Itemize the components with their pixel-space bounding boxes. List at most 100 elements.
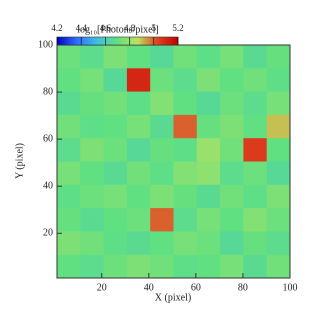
- heatmap-cell: [80, 208, 105, 232]
- heatmap-cell: [243, 45, 268, 69]
- x-tick-label: 100: [283, 282, 298, 293]
- heatmap-cell: [266, 114, 291, 139]
- heatmap-cell: [243, 161, 268, 186]
- heatmap-cell: [220, 208, 244, 232]
- heatmap-cell: [57, 184, 81, 209]
- heatmap-cell: [57, 68, 81, 93]
- heatmap-cell: [220, 91, 244, 116]
- heatmap-cell: [126, 68, 151, 93]
- heatmap-cell: [80, 161, 105, 186]
- heatmap-cell: [57, 161, 81, 186]
- heatmap-cell: [150, 68, 174, 93]
- heatmap-cell: [57, 254, 81, 279]
- heatmap-cell: [126, 161, 151, 186]
- heatmap-cell: [103, 138, 128, 162]
- heatmap-cell: [266, 45, 291, 69]
- heatmap-cell: [196, 254, 221, 279]
- colorbar-tick-label: 4.4: [76, 23, 88, 33]
- heatmap-cell: [150, 91, 174, 116]
- heatmap-cell: [103, 91, 128, 116]
- y-tick-label: 60: [43, 133, 53, 144]
- heatmap-cell: [196, 68, 221, 93]
- heatmap-cell: [196, 138, 221, 162]
- heatmap-cell: [220, 138, 244, 162]
- heatmap-cell: [173, 208, 198, 232]
- chart: log₁₀[Photons/pixel] X (pixel) Y (pixel)…: [14, 23, 298, 303]
- x-tick-label: 60: [191, 282, 201, 293]
- heatmap-cell: [126, 114, 151, 139]
- heatmap-cell: [220, 184, 244, 209]
- heatmap-cell: [243, 68, 268, 93]
- y-axis-label: Y (pixel): [14, 143, 25, 179]
- heatmap-cell: [103, 208, 128, 232]
- heatmap-cell: [103, 114, 128, 139]
- heatmap-cell: [266, 91, 291, 116]
- heatmap-cell: [80, 45, 105, 69]
- x-axis-label: X (pixel): [155, 292, 191, 303]
- heatmap-cell: [150, 114, 174, 139]
- heatmap-cell: [220, 114, 244, 139]
- heatmap-cell: [243, 138, 268, 162]
- heatmap-cell: [126, 184, 151, 209]
- heatmap-cell: [126, 138, 151, 162]
- heatmap-cell: [243, 114, 268, 139]
- heatmap-cell: [196, 161, 221, 186]
- heatmap-cell: [150, 184, 174, 209]
- heatmap-cell: [243, 91, 268, 116]
- colorbar-tick-label: 4.8: [124, 23, 136, 33]
- heatmap-cell: [243, 254, 268, 279]
- colorbar-tick-label: 5: [152, 23, 157, 33]
- heatmap-cell: [243, 208, 268, 232]
- heatmap-cell: [80, 68, 105, 93]
- heatmap-cell: [80, 184, 105, 209]
- colorbar-tick-label: 5.2: [172, 23, 183, 33]
- heatmap-cell: [126, 208, 151, 232]
- heatmap-cell: [243, 184, 268, 209]
- heatmap-cell: [173, 114, 198, 139]
- colorbar-tick-label: 4.6: [100, 23, 112, 33]
- heatmap-cell: [103, 45, 128, 69]
- heatmap-cell: [57, 231, 81, 256]
- heatmap-cell: [173, 45, 198, 69]
- heatmap-cell: [173, 161, 198, 186]
- heatmap-cell: [57, 114, 81, 139]
- colorbar: [56, 36, 179, 46]
- heatmap-cell: [266, 184, 291, 209]
- heatmap-cell: [80, 138, 105, 162]
- heatmap-cell: [150, 45, 174, 69]
- heatmap-cell: [220, 68, 244, 93]
- heatmap-cell: [103, 68, 128, 93]
- y-tick-label: 80: [43, 86, 53, 97]
- heatmap-cell: [80, 91, 105, 116]
- heatmap-cell: [173, 91, 198, 116]
- heatmap-cell: [196, 45, 221, 69]
- heatmap-cell: [57, 138, 81, 162]
- heatmap-cell: [266, 68, 291, 93]
- heatmap-cell: [150, 254, 174, 279]
- colorbar-label: log₁₀[Photons/pixel]: [77, 24, 158, 35]
- heatmap-cell: [266, 231, 291, 256]
- heatmap-cell: [57, 45, 81, 69]
- heatmap-cell: [150, 161, 174, 186]
- heatmap-cell: [126, 254, 151, 279]
- heatmap-cell: [220, 45, 244, 69]
- x-tick-label: 40: [144, 282, 154, 293]
- colorbar-tick-label: 4.2: [51, 23, 62, 33]
- heatmap-cell: [150, 138, 174, 162]
- heatmap-cell: [220, 231, 244, 256]
- heatmap-cell: [266, 254, 291, 279]
- heatmap-cell: [173, 184, 198, 209]
- heatmap-cell: [243, 231, 268, 256]
- heatmap-cell: [103, 161, 128, 186]
- heatmap-cell: [80, 231, 105, 256]
- x-tick-label: 80: [238, 282, 248, 293]
- heatmap-cell: [196, 208, 221, 232]
- heatmap-cell: [126, 231, 151, 256]
- heatmap-cell: [103, 231, 128, 256]
- y-tick-label: 100: [38, 39, 53, 50]
- heatmap-cell: [80, 254, 105, 279]
- y-tick-label: 20: [43, 228, 53, 239]
- heatmap-cell: [103, 254, 128, 279]
- heatmap-cell: [103, 184, 128, 209]
- heatmap-cell: [150, 208, 174, 232]
